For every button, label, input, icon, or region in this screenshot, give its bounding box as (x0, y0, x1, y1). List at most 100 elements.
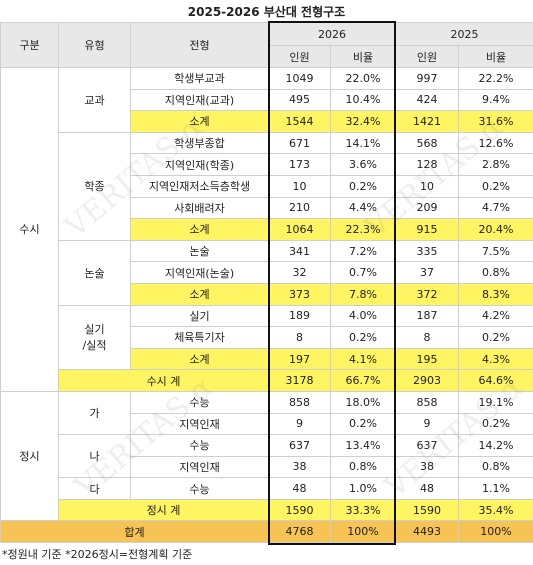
cell-value: 1590 (395, 498, 459, 522)
data-row: 실기 /실적 실기 189 4.0% 187 4.2% (1, 304, 533, 371)
name-cell: 합계 (0, 520, 269, 544)
cell-value: 4.4% (330, 196, 396, 220)
cell-value: 100% (458, 520, 533, 544)
name-cell: 지역인재 (130, 412, 269, 436)
name-cell: 실기 (130, 304, 269, 328)
subtotal-row: 소계 1544 32.4% 1421 31.6% (1, 110, 533, 133)
cell-value: 0.2% (458, 174, 533, 198)
cell-value: 1421 (395, 110, 459, 133)
cell-value: 1049 (268, 67, 331, 90)
cell-value: 0.8% (458, 455, 533, 479)
cell-value: 1.1% (458, 477, 533, 500)
name-cell: 소계 (130, 282, 269, 306)
year-header: 2026 (268, 22, 396, 46)
cell-value: 495 (268, 88, 331, 112)
cell-value: 189 (268, 304, 331, 328)
name-cell: 지역인재저소득층학생 (130, 174, 269, 198)
cell-value: 424 (395, 88, 459, 112)
data-row: 학종 학생부종합 671 14.1% 568 12.6% (1, 131, 533, 241)
cell-value: 13.4% (330, 434, 396, 457)
sub-header: 인원 (395, 45, 459, 68)
cell-value: 197 (268, 347, 331, 371)
type-cell: 교과 (58, 67, 131, 133)
type-cell: 나 (58, 434, 131, 479)
name-cell: 소계 (130, 347, 269, 371)
name-cell: 소계 (130, 218, 269, 241)
cell-value: 997 (395, 67, 459, 90)
name-cell: 수능 (130, 390, 269, 414)
cell-value: 22.3% (330, 218, 396, 241)
grand-total-row: 합계 4768 100% 4493 100% (0, 520, 533, 544)
cell-value: 858 (268, 390, 331, 414)
cell-value: 0.8% (458, 261, 533, 284)
cell-value: 915 (395, 218, 459, 241)
total-row: 정시 계 1590 33.3% 1590 35.4% (1, 498, 533, 522)
cell-value: 3.6% (330, 153, 396, 176)
cell-value: 4768 (268, 520, 331, 544)
name-cell: 사회배려자 (130, 196, 269, 220)
cell-value: 4.1% (330, 347, 396, 371)
note: *정원내 기준 *2026정시=전형계획 기준 (2, 548, 193, 561)
name-cell: 학생부종합 (130, 131, 269, 155)
cell-value: 341 (268, 239, 331, 263)
cell-value: 20.4% (458, 218, 533, 241)
cell-value: 4.0% (330, 304, 396, 328)
cell-value: 373 (268, 282, 331, 306)
cell-value: 9 (268, 412, 331, 436)
cell-value: 4.3% (458, 347, 533, 371)
type-cell: 실기 /실적 (58, 304, 131, 371)
cell-value: 0.2% (330, 326, 396, 349)
data-row: 지역인재 9 0.2% 9 0.2% (1, 412, 533, 436)
header-row: 인원 비율 인원 비율 (1, 45, 533, 68)
cell-value: 18.0% (330, 390, 396, 414)
cell-value: 0.2% (330, 174, 396, 198)
cell-value: 22.0% (330, 67, 396, 90)
cell-value: 637 (395, 434, 459, 457)
data-row: 다 수능 48 1.0% 48 1.1% (1, 477, 533, 500)
cell-value: 19.1% (458, 390, 533, 414)
data-row: 지역인재저소득층학생 10 0.2% 10 0.2% (1, 174, 533, 198)
cell-value: 335 (395, 239, 459, 263)
cell-value: 4493 (395, 520, 459, 544)
cell-value: 7.5% (458, 239, 533, 263)
cell-value: 35.4% (458, 498, 533, 522)
cell-value: 858 (395, 390, 459, 414)
year-header: 2025 (395, 22, 533, 46)
name-cell: 지역인재 (130, 455, 269, 479)
cell-value: 10 (395, 174, 459, 198)
cell-value: 32 (268, 261, 331, 284)
name-cell: 수능 (130, 434, 269, 457)
cell-value: 9 (395, 412, 459, 436)
name-cell: 정시 계 (58, 498, 269, 522)
cell-value: 14.1% (330, 131, 396, 155)
type-cell: 학종 (58, 131, 131, 241)
name-cell: 지역인재(교과) (130, 88, 269, 112)
cell-value: 100% (330, 520, 396, 544)
column-header: 구분 (0, 22, 59, 68)
cell-value: 7.2% (330, 239, 396, 263)
cell-value: 32.4% (330, 110, 396, 133)
sub-header: 비율 (458, 45, 533, 68)
cell-value: 568 (395, 131, 459, 155)
data-row: 수시 교과 학생부교과 1049 22.0% 997 22.2% (0, 67, 533, 392)
cell-value: 8 (268, 326, 331, 349)
total-row: 수시 계 3178 66.7% 2903 64.6% (1, 369, 533, 392)
cell-value: 2903 (395, 369, 459, 392)
cell-value: 48 (395, 477, 459, 500)
data-row: 나 수능 637 13.4% 637 14.2% (1, 434, 533, 479)
type-cell: 다 (58, 477, 131, 500)
sub-header: 비율 (330, 45, 396, 68)
cell-value: 12.6% (458, 131, 533, 155)
cell-value: 3178 (268, 369, 331, 392)
cell-value: 637 (268, 434, 331, 457)
name-cell: 학생부교과 (130, 67, 269, 90)
cell-value: 8 (395, 326, 459, 349)
header-row: 구분 유형 전형 2026 2025 (0, 22, 533, 68)
type-cell: 논술 (58, 239, 131, 306)
cell-value: 14.2% (458, 434, 533, 457)
cell-value: 8.3% (458, 282, 533, 306)
name-cell: 소계 (130, 110, 269, 133)
cell-value: 22.2% (458, 67, 533, 90)
column-header: 유형 (58, 22, 131, 68)
